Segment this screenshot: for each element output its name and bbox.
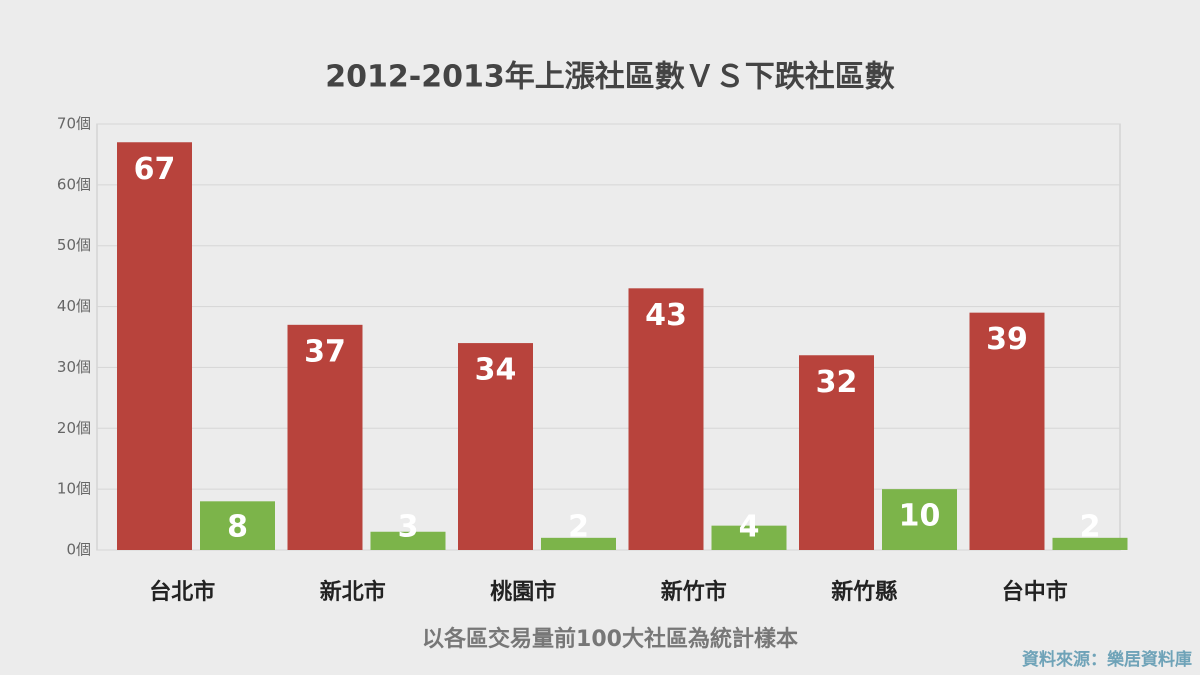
x-tick-label: 新北市 xyxy=(320,579,386,605)
data-label: 2 xyxy=(1080,510,1101,545)
x-tick-label: 新竹縣 xyxy=(831,579,897,605)
data-label: 4 xyxy=(739,510,760,545)
bar xyxy=(711,525,787,550)
y-tick-label: 60個 xyxy=(57,175,91,193)
y-tick-label: 50個 xyxy=(57,236,91,254)
data-label: 2 xyxy=(568,510,589,545)
data-label: 67 xyxy=(134,152,176,187)
data-label: 37 xyxy=(304,334,346,369)
x-tick-label: 台中市 xyxy=(1002,579,1068,605)
bar xyxy=(882,489,957,550)
y-tick-label: 0個 xyxy=(66,541,91,559)
data-label: 39 xyxy=(986,322,1028,357)
data-label: 34 xyxy=(475,353,517,388)
y-tick-label: 30個 xyxy=(57,358,91,376)
bar xyxy=(117,142,192,550)
chart-title: 2012-2013年上漲社區數ＶＳ下跌社區數 xyxy=(325,60,894,95)
y-tick-label: 40個 xyxy=(57,297,91,315)
data-label: 43 xyxy=(645,298,687,333)
y-tick-label: 70個 xyxy=(57,115,91,133)
bar xyxy=(370,531,446,550)
data-label: 32 xyxy=(816,365,858,400)
bar xyxy=(1052,537,1128,550)
bar xyxy=(969,312,1045,550)
bar xyxy=(287,324,363,550)
bar xyxy=(628,288,704,550)
x-tick-label: 桃園市 xyxy=(490,579,556,605)
x-tick-label: 新竹市 xyxy=(661,579,727,605)
data-label: 8 xyxy=(227,510,248,545)
bar xyxy=(458,343,533,550)
y-tick-label: 10個 xyxy=(57,480,91,498)
bar xyxy=(541,537,616,550)
x-tick-label: 台北市 xyxy=(149,579,215,605)
data-label: 3 xyxy=(398,510,419,545)
bar xyxy=(200,501,275,550)
source: 資料來源：樂居資料庫 xyxy=(1022,649,1192,670)
bar xyxy=(799,355,874,550)
note: 以各區交易量前100大社區為統計樣本 xyxy=(422,626,798,652)
data-label: 10 xyxy=(899,499,941,534)
y-tick-label: 20個 xyxy=(57,419,91,437)
